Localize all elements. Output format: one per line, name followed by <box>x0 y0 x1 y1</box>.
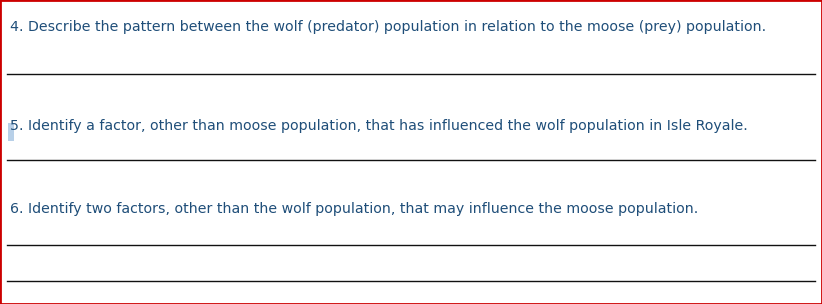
Text: 5. Identify a factor, other than moose population, that has influenced the wolf : 5. Identify a factor, other than moose p… <box>10 119 748 133</box>
Text: 6. Identify two factors, other than the wolf population, that may influence the : 6. Identify two factors, other than the … <box>10 202 698 216</box>
FancyBboxPatch shape <box>8 123 14 141</box>
Text: 4. Describe the pattern between the wolf (predator) population in relation to th: 4. Describe the pattern between the wolf… <box>10 20 766 34</box>
